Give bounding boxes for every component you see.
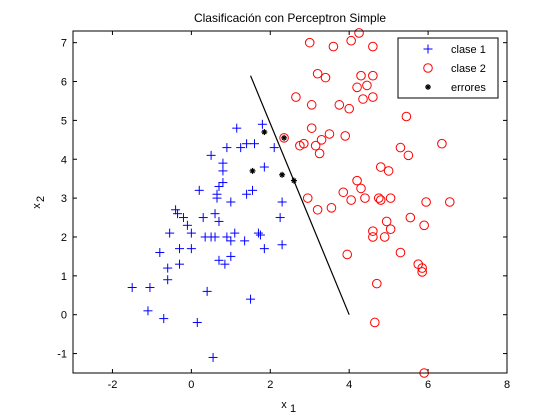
y-axis-label-sub: 2 — [35, 196, 47, 202]
x-axis-label-sub: 1 — [290, 403, 296, 415]
y-tick-label: 1 — [61, 271, 67, 283]
x-tick-label: 0 — [188, 379, 194, 391]
y-tick-label: 2 — [61, 232, 67, 244]
y-tick-label: 0 — [61, 310, 67, 322]
x-axis-label: x 1 — [281, 399, 296, 415]
chart-title: Clasificación con Perceptron Simple — [194, 11, 386, 25]
y-tick-label: 6 — [61, 77, 67, 89]
x-tick-label: 8 — [504, 379, 510, 391]
y-tick-label: -1 — [57, 349, 67, 361]
y-tick-label: 4 — [61, 154, 67, 166]
x-axis-label-base: x — [281, 399, 287, 411]
y-tick-label: 5 — [61, 115, 67, 127]
x-tick-label: -2 — [108, 379, 118, 391]
x-tick-label: 4 — [346, 379, 352, 391]
x-tick-label: 2 — [267, 379, 273, 391]
y-axis-label-base: x — [31, 203, 43, 209]
legend-label-clase-1: clase 1 — [451, 44, 486, 56]
y-tick-label: 3 — [61, 193, 67, 205]
y-tick-label: 7 — [61, 38, 67, 50]
x-tick-label: 6 — [425, 379, 431, 391]
y-axis-label: x 2 — [31, 196, 47, 209]
legend-label-errores: errores — [451, 82, 486, 94]
legend: clase 1 clase 2 errores — [398, 38, 498, 98]
legend-label-clase-2: clase 2 — [451, 63, 486, 75]
